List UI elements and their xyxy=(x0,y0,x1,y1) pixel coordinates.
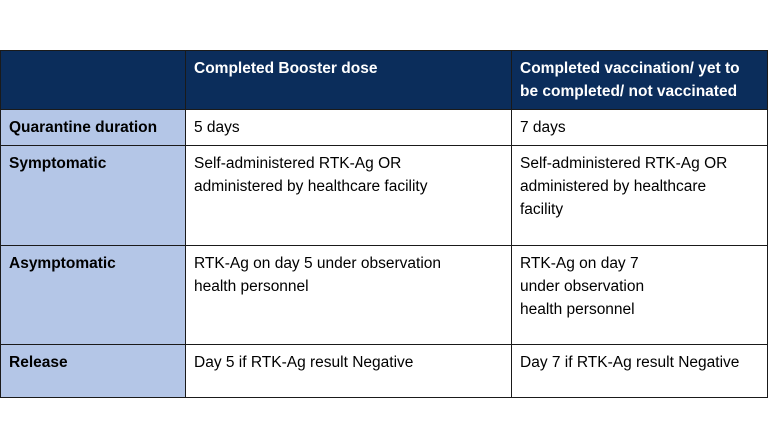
cell-line: RTK-Ag on day 7 xyxy=(520,255,639,272)
cell-line: Day 7 if RTK-Ag result Negative xyxy=(520,354,740,371)
row-label: Asymptomatic xyxy=(0,245,186,345)
header-corner xyxy=(0,50,186,110)
table-cell: Day 5 if RTK-Ag result Negative xyxy=(185,344,512,398)
cell-line: 5 days xyxy=(194,119,240,136)
cell-line: under observation xyxy=(520,278,645,295)
cell-line: health personnel xyxy=(194,278,309,295)
cell-line: 7 days xyxy=(520,119,566,136)
table-row: Quarantine duration 5 days 7 days xyxy=(0,109,768,146)
table: Completed Booster dose Completed vaccinat… xyxy=(0,50,768,398)
table-cell: 7 days xyxy=(511,109,768,146)
cell-line: RTK-Ag on day 5 under observation xyxy=(194,255,442,272)
row-label: Symptomatic xyxy=(0,145,186,246)
table-row: Symptomatic Self-administered RTK-Ag OR ad… xyxy=(0,145,768,246)
header-cell: Completed Booster dose xyxy=(185,50,512,110)
table-cell: Day 7 if RTK-Ag result Negative xyxy=(511,344,768,398)
table-row: Asymptomatic RTK-Ag on day 5 under observ… xyxy=(0,245,768,345)
cell-line: health personnel xyxy=(520,301,635,318)
header-row: Completed Booster dose Completed vaccinat… xyxy=(0,50,768,110)
row-label: Release xyxy=(0,344,186,398)
table-cell: Self-administered RTK-Ag OR administered … xyxy=(185,145,512,246)
row-label: Quarantine duration xyxy=(0,109,186,146)
cell-line: Day 5 if RTK-Ag result Negative xyxy=(194,354,414,371)
table-cell: 5 days xyxy=(185,109,512,146)
table-cell: Self-administered RTK-Ag OR administered … xyxy=(511,145,768,246)
cell-line: administered by healthcare facility xyxy=(194,178,428,195)
cell-line: administered by healthcare xyxy=(520,178,707,195)
header-cell: Completed vaccination/ yet to be complet… xyxy=(511,50,768,110)
cell-line: Self-administered RTK-Ag OR xyxy=(520,155,728,172)
cell-line: Self-administered RTK-Ag OR xyxy=(194,155,402,172)
table-cell: RTK-Ag on day 7 under observation health p… xyxy=(511,245,768,345)
cell-line: facility xyxy=(520,201,564,218)
table-row: Release Day 5 if RTK-Ag result Negative Da… xyxy=(0,344,768,398)
table-cell: RTK-Ag on day 5 under observation health … xyxy=(185,245,512,345)
